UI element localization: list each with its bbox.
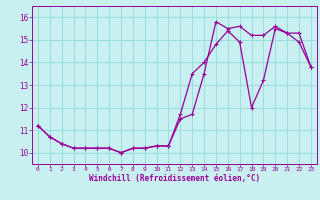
X-axis label: Windchill (Refroidissement éolien,°C): Windchill (Refroidissement éolien,°C) <box>89 174 260 183</box>
